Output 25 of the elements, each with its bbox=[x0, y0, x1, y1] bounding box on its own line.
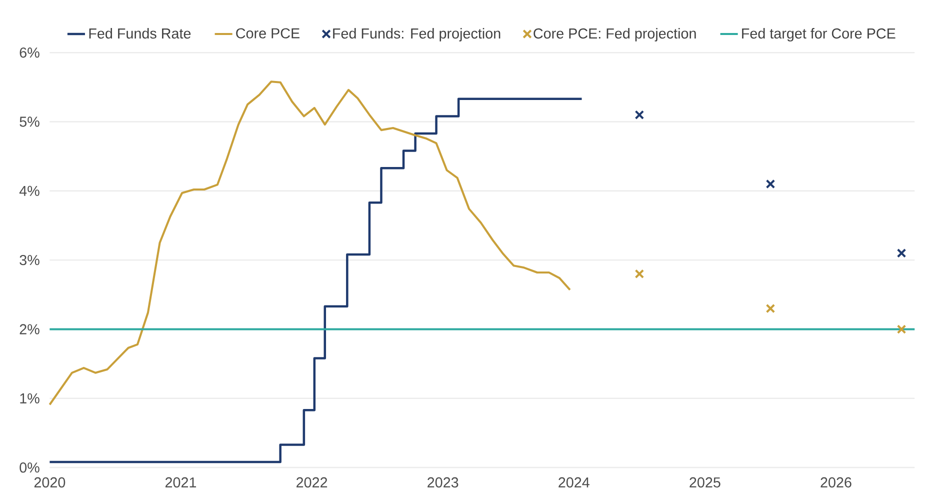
x-tick-label: 2023 bbox=[428, 478, 458, 488]
y-tick-label: 2% bbox=[20, 324, 40, 334]
y-tick-label: 1% bbox=[20, 394, 40, 404]
point bbox=[634, 110, 644, 120]
x-tick-label: 2020 bbox=[34, 478, 66, 488]
point bbox=[766, 180, 776, 189]
y-tick-label: 6% bbox=[20, 48, 40, 58]
legend-label: Core PCE: Fed projection bbox=[534, 28, 696, 42]
point bbox=[634, 269, 644, 279]
point bbox=[896, 248, 906, 258]
x-tick-label: 2026 bbox=[820, 478, 852, 488]
x-tick-label: 2021 bbox=[165, 478, 196, 488]
legend-label: Fed target for Core PCE bbox=[742, 28, 896, 42]
y-tick-label: 4% bbox=[19, 186, 40, 196]
legend-label: Fed Funds Rate bbox=[89, 28, 191, 39]
y-tick-label: 0% bbox=[20, 462, 40, 473]
legend-label: Core PCE bbox=[236, 28, 300, 39]
y-tick-label: 3% bbox=[20, 255, 40, 266]
y-tick-label: 5% bbox=[20, 116, 40, 128]
point bbox=[766, 304, 776, 314]
x-tick-label: 2025 bbox=[690, 478, 720, 488]
legend-label: Fed Funds: Fed projection bbox=[333, 28, 500, 42]
point bbox=[896, 324, 906, 334]
x-tick-label: 2022 bbox=[296, 478, 328, 488]
x-tick-label: 2024 bbox=[558, 478, 590, 488]
